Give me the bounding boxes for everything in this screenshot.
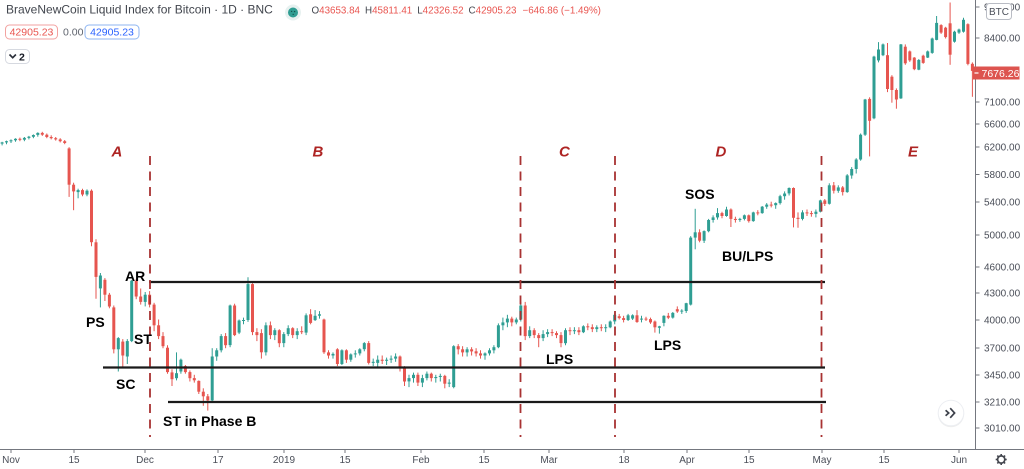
svg-text:15: 15 <box>68 455 80 466</box>
svg-text:ST in Phase B: ST in Phase B <box>163 413 256 429</box>
svg-text:7676.26: 7676.26 <box>982 68 1020 80</box>
svg-text:LPS: LPS <box>654 337 681 353</box>
svg-text:4600.00: 4600.00 <box>984 263 1021 274</box>
svg-text:May: May <box>813 455 832 466</box>
svg-text:5800.00: 5800.00 <box>984 170 1021 181</box>
svg-text:15: 15 <box>743 455 755 466</box>
svg-text:D: D <box>716 144 727 161</box>
svg-text:3010.00: 3010.00 <box>984 424 1021 435</box>
svg-text:4000.00: 4000.00 <box>984 316 1021 327</box>
svg-text:Jun: Jun <box>951 455 967 466</box>
svg-text:15: 15 <box>478 455 490 466</box>
svg-text:17: 17 <box>212 455 224 466</box>
svg-text:3210.00: 3210.00 <box>984 398 1021 409</box>
svg-text:15: 15 <box>339 455 351 466</box>
svg-text:SOS: SOS <box>685 186 715 202</box>
svg-text:6200.00: 6200.00 <box>984 143 1021 154</box>
svg-text:Apr: Apr <box>679 455 695 466</box>
svg-text:6600.00: 6600.00 <box>984 120 1021 131</box>
svg-text:18: 18 <box>618 455 630 466</box>
svg-text:2: 2 <box>19 52 25 64</box>
svg-text:42905.23: 42905.23 <box>10 27 54 39</box>
svg-text:2019: 2019 <box>273 455 296 466</box>
svg-text:BTC: BTC <box>989 7 1009 18</box>
svg-text:LPS: LPS <box>546 351 573 367</box>
svg-text:3700.00: 3700.00 <box>984 344 1021 355</box>
svg-text:8400.00: 8400.00 <box>984 34 1021 45</box>
svg-text:SC: SC <box>116 376 135 392</box>
svg-text:E: E <box>908 144 919 161</box>
svg-text:Nov: Nov <box>2 455 20 466</box>
svg-text:BU/LPS: BU/LPS <box>722 248 773 264</box>
svg-text:Dec: Dec <box>136 455 154 466</box>
svg-text:B: B <box>313 144 324 161</box>
svg-text:A: A <box>111 144 123 161</box>
svg-text:Mar: Mar <box>540 455 558 466</box>
svg-text:3450.00: 3450.00 <box>984 371 1021 382</box>
svg-text:15: 15 <box>878 455 890 466</box>
svg-text:5000.00: 5000.00 <box>984 231 1021 242</box>
svg-text:PS: PS <box>86 314 105 330</box>
svg-text:Feb: Feb <box>412 455 430 466</box>
svg-text:BraveNewCoin Liquid Index for: BraveNewCoin Liquid Index for Bitcoin · … <box>6 3 273 17</box>
svg-text:7100.00: 7100.00 <box>984 98 1021 109</box>
svg-text:ST: ST <box>134 331 152 347</box>
svg-text:42905.23: 42905.23 <box>90 27 134 39</box>
svg-text:5400.00: 5400.00 <box>984 198 1021 209</box>
svg-text:AR: AR <box>125 268 145 284</box>
svg-text:C: C <box>559 144 571 161</box>
svg-text:0.00: 0.00 <box>63 27 84 39</box>
svg-text:4300.00: 4300.00 <box>984 289 1021 300</box>
